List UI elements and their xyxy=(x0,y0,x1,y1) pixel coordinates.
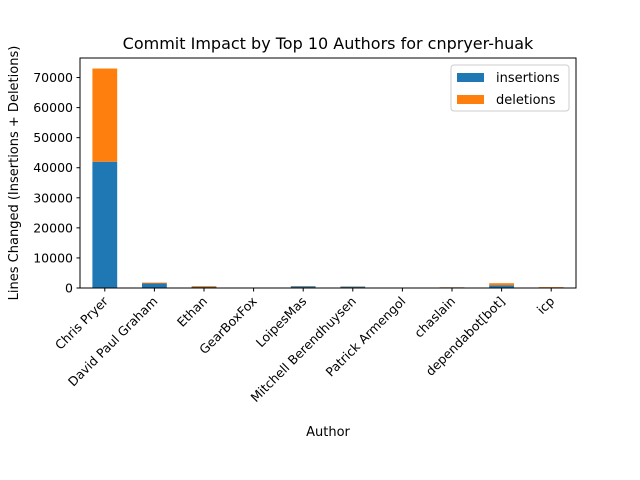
y-tick-label: 60000 xyxy=(33,100,73,115)
bar-deletions-2 xyxy=(191,286,217,287)
bar-insertions-4 xyxy=(290,286,316,288)
y-tick-label: 70000 xyxy=(33,70,73,85)
chart-title: Commit Impact by Top 10 Authors for cnpr… xyxy=(123,34,534,53)
x-axis-label: Author xyxy=(306,425,350,440)
y-tick-label: 30000 xyxy=(33,190,73,205)
bar-deletions-1 xyxy=(142,282,167,284)
plot-frame xyxy=(79,57,577,289)
x-tick-label: Ethan xyxy=(174,294,210,330)
y-axis: 0 10000 20000 30000 40000 50000 60000 70000 xyxy=(33,70,80,296)
x-tick-label: icp xyxy=(534,293,558,317)
bar-insertions-8 xyxy=(489,285,514,288)
y-tick-label: 40000 xyxy=(33,160,73,175)
bar-insertions-1 xyxy=(142,283,167,288)
legend-swatch-deletions xyxy=(457,95,484,104)
bar-insertions-2 xyxy=(191,286,217,288)
x-tick-label: chaslain xyxy=(411,294,458,341)
x-tick-label: David Paul Graham xyxy=(65,294,161,390)
y-axis-label: Lines Changed (Insertions + Deletions) xyxy=(7,46,22,301)
bars-layer xyxy=(92,68,564,288)
legend: insertions deletions xyxy=(450,64,570,112)
bar-deletions-8 xyxy=(489,283,514,286)
legend-swatch-insertions xyxy=(457,73,484,82)
y-tick-label: 20000 xyxy=(33,220,73,235)
y-tick-label: 10000 xyxy=(33,250,73,265)
y-tick-label: 50000 xyxy=(33,130,73,145)
bar-deletions-0 xyxy=(92,68,118,162)
legend-label-insertions: insertions xyxy=(496,71,560,86)
legend-label-deletions: deletions xyxy=(496,93,556,108)
bar-insertions-0 xyxy=(92,161,118,288)
y-tick-label: 0 xyxy=(65,281,73,296)
bar-insertions-5 xyxy=(340,286,366,288)
